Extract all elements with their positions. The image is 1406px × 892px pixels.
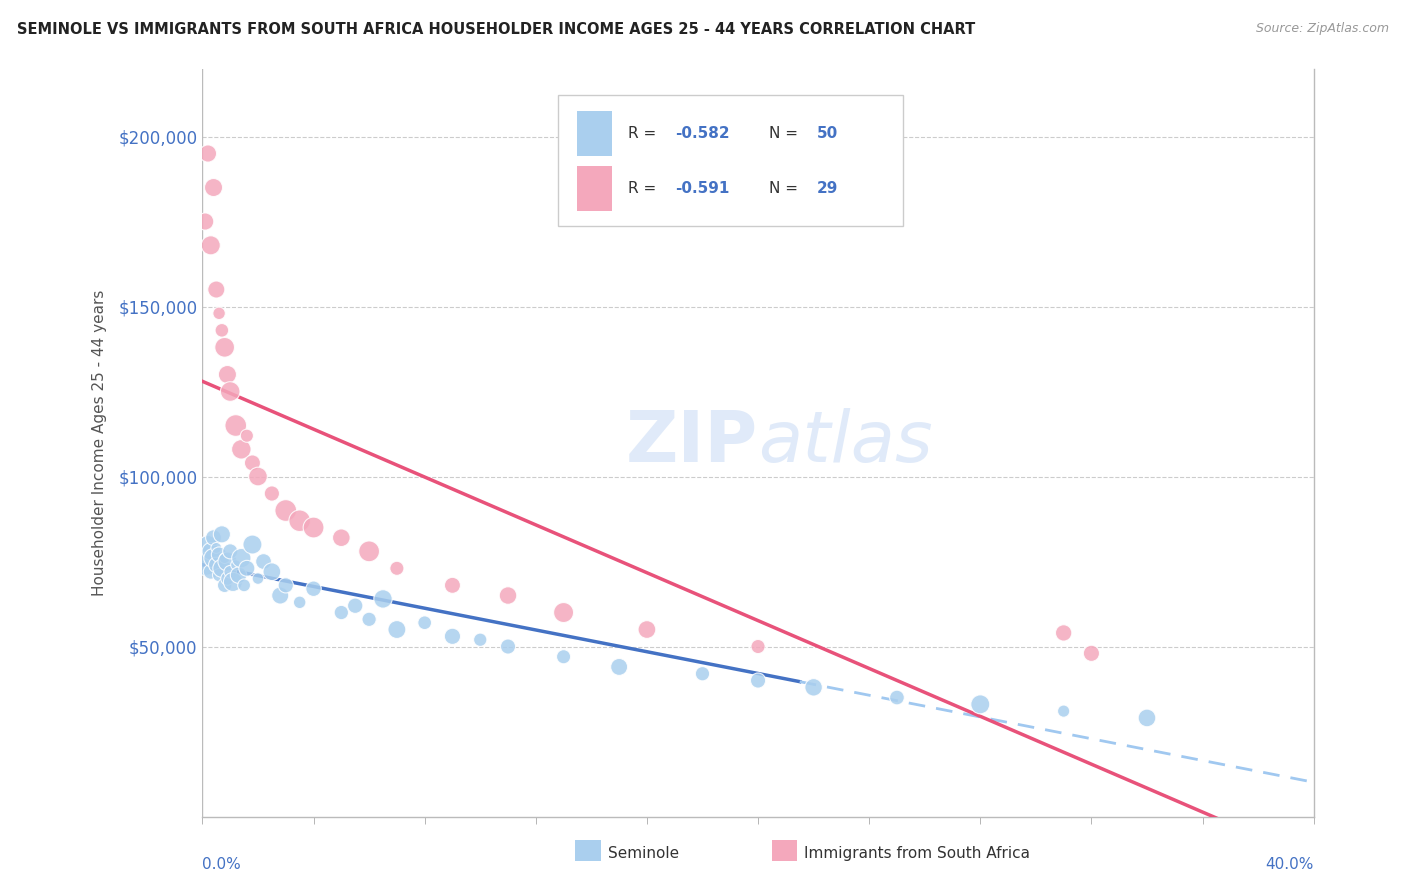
Point [231,442,253,457]
Point [205,541,228,555]
Point [236,428,259,442]
Point [385,623,408,637]
Point [246,469,269,483]
Point [1053,626,1076,640]
Point [214,551,236,566]
Point [211,527,233,541]
Point [242,456,264,470]
Point [288,514,311,528]
Point [211,561,233,575]
Text: SEMINOLE VS IMMIGRANTS FROM SOUTH AFRICA HOUSEHOLDER INCOME AGES 25 - 44 YEARS C: SEMINOLE VS IMMIGRANTS FROM SOUTH AFRICA… [17,22,976,37]
Point [692,666,714,681]
Point [607,660,630,674]
Point [330,531,353,545]
Point [886,690,908,705]
Point [496,640,519,654]
Bar [576,112,613,156]
Text: 0.0%: 0.0% [202,856,242,871]
Point [194,555,217,569]
Point [208,306,231,320]
Point [441,629,464,643]
Point [330,606,353,620]
Point [219,544,242,558]
Text: N =: N = [769,126,803,141]
Bar [576,166,613,211]
Point [200,565,222,579]
Point [225,558,247,572]
Point [214,340,236,354]
Text: R =: R = [628,126,661,141]
Text: 29: 29 [817,181,838,195]
Point [413,615,436,630]
Point [371,591,394,606]
Text: Immigrants from South Africa: Immigrants from South Africa [804,847,1031,862]
Point [202,531,225,545]
Point [246,572,269,586]
Point [228,568,250,582]
Point [260,486,283,500]
Point [194,214,217,228]
Point [441,578,464,592]
Point [344,599,367,613]
Point [747,640,769,654]
Text: 40.0%: 40.0% [1265,856,1313,871]
Point [222,574,245,589]
Point [385,561,408,575]
Text: atlas: atlas [758,408,932,477]
Point [1053,704,1076,718]
Point [217,368,239,382]
Text: Source: ZipAtlas.com: Source: ZipAtlas.com [1256,22,1389,36]
Point [274,578,297,592]
Point [233,578,256,592]
Point [636,623,658,637]
Point [242,537,264,551]
Point [200,544,222,558]
Text: R =: R = [628,181,661,195]
Point [496,589,519,603]
Point [214,578,236,592]
Text: -0.582: -0.582 [675,126,730,141]
FancyBboxPatch shape [558,95,903,226]
Point [197,146,219,161]
Point [359,544,381,558]
Text: ZIP: ZIP [626,408,758,477]
Point [269,589,291,603]
Point [288,595,311,609]
Point [252,555,274,569]
Point [274,503,297,517]
Point [747,673,769,688]
Text: N =: N = [769,181,803,195]
Point [236,561,259,575]
Point [302,520,325,534]
Point [197,537,219,551]
Y-axis label: Householder Income Ages 25 - 44 years: Householder Income Ages 25 - 44 years [93,289,107,596]
Point [205,283,228,297]
Point [359,612,381,626]
Point [803,681,825,695]
Point [219,565,242,579]
Point [1136,711,1159,725]
Point [205,558,228,572]
Text: Seminole: Seminole [607,847,679,862]
Point [260,565,283,579]
Point [1080,646,1102,660]
Point [219,384,242,399]
Text: -0.591: -0.591 [675,181,730,195]
Point [217,572,239,586]
Point [211,323,233,337]
Point [302,582,325,596]
Point [202,551,225,566]
Text: 50: 50 [817,126,838,141]
Point [225,418,247,433]
Point [202,180,225,194]
Point [208,548,231,562]
Point [200,238,222,252]
Point [553,649,575,664]
Point [231,551,253,566]
Point [969,698,991,712]
Point [470,632,492,647]
Point [208,568,231,582]
Point [553,606,575,620]
Point [217,555,239,569]
